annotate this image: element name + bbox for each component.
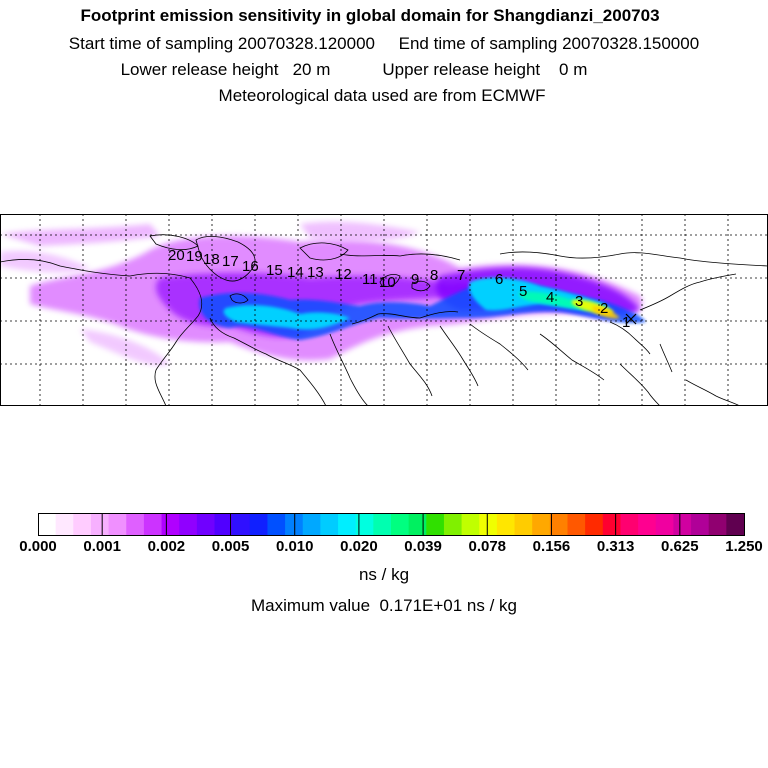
footprint-map: 1 2 3 4 5 6 7 8 9 10 11 12 13 14 15 16 1… <box>0 214 768 406</box>
colorbar-tick-label: 0.156 <box>532 538 571 555</box>
colorbar-cell <box>655 514 674 535</box>
trajectory-label-19: 19 <box>186 248 203 265</box>
colorbar-frame <box>38 513 745 536</box>
trajectory-labels: 1 2 3 4 5 6 7 8 9 10 11 12 13 14 15 16 1… <box>168 247 630 331</box>
colorbar-cell <box>708 514 727 535</box>
colorbar-tick-label: 0.002 <box>147 538 186 555</box>
colorbar-tick-label: 0.078 <box>468 538 507 555</box>
trajectory-label-3: 3 <box>575 293 583 310</box>
trajectory-label-12: 12 <box>335 266 352 283</box>
colorbar-tick-label: 0.313 <box>596 538 635 555</box>
colorbar-tick-label: 0.625 <box>661 538 699 555</box>
station-marker <box>625 313 637 325</box>
colorbar-cell <box>73 514 92 535</box>
colorbar-cell <box>638 514 657 535</box>
colorbar-tick-label: 1.250 <box>725 538 763 555</box>
sampling-time-line: Start time of sampling 20070328.120000 E… <box>68 34 700 53</box>
colorbar-cell <box>267 514 286 535</box>
colorbar-cell <box>691 514 710 535</box>
trajectory-label-14: 14 <box>287 264 304 281</box>
colorbar-tick-label: 0.010 <box>275 538 314 555</box>
colorbar-cell <box>285 514 304 535</box>
colorbar-cell <box>143 514 163 535</box>
colorbar-cell <box>532 514 551 535</box>
trajectory-label-2: 2 <box>600 300 608 317</box>
meteo-source-line: Meteorological data used are from ECMWF <box>218 86 546 105</box>
colorbar-cell <box>55 514 74 535</box>
colorbar-cell <box>232 514 251 535</box>
colorbar-units: ns / kg <box>358 565 410 584</box>
colorbar-dividers <box>101 514 681 535</box>
colorbar-tick-label: 0.020 <box>340 538 378 555</box>
colorbar-cell <box>496 514 516 535</box>
colorbar-cells <box>38 514 745 535</box>
colorbar <box>38 513 745 536</box>
lat-lon-grid <box>0 214 768 406</box>
maximum-value: Maximum value 0.171E+01 ns / kg <box>251 596 517 615</box>
colorbar-cell <box>408 514 427 535</box>
colorbar-cell <box>90 514 110 535</box>
colorbar-cell <box>179 514 198 535</box>
colorbar-cell <box>443 514 463 535</box>
colorbar-cell <box>514 514 533 535</box>
trajectory-label-15: 15 <box>266 262 283 279</box>
colorbar-cell <box>126 514 145 535</box>
trajectory-label-4: 4 <box>546 289 554 306</box>
trajectory-label-6: 6 <box>495 271 503 288</box>
colorbar-cell <box>426 514 445 535</box>
colorbar-cell <box>249 514 269 535</box>
colorbar-cell <box>214 514 233 535</box>
trajectory-label-11: 11 <box>362 271 378 288</box>
colorbar-cell <box>355 514 374 535</box>
trajectory-label-17: 17 <box>222 253 239 270</box>
colorbar-cell <box>161 514 180 535</box>
colorbar-cell <box>196 514 216 535</box>
colorbar-cell <box>108 514 127 535</box>
trajectory-label-13: 13 <box>307 264 324 281</box>
trajectory-label-5: 5 <box>519 283 527 300</box>
colorbar-cell <box>479 514 498 535</box>
plot-title: Footprint emission sensitivity in global… <box>80 6 660 25</box>
colorbar-cell <box>461 514 480 535</box>
colorbar-cell <box>585 514 604 535</box>
colorbar-tick-label: 0.039 <box>404 538 442 555</box>
trajectory-label-18: 18 <box>203 251 220 268</box>
colorbar-cell <box>602 514 622 535</box>
colorbar-tick-label: 0.005 <box>211 538 250 555</box>
colorbar-cell <box>726 514 745 535</box>
trajectory-label-16: 16 <box>242 258 259 275</box>
colorbar-cell <box>302 514 321 535</box>
colorbar-cell <box>567 514 586 535</box>
release-height-line: Lower release height 20 m Upper release … <box>120 60 588 79</box>
colorbar-cell <box>338 514 357 535</box>
colorbar-tick-label: 0.000 <box>19 538 57 555</box>
colorbar-cell <box>673 514 692 535</box>
colorbar-tick-label: 0.001 <box>83 538 121 555</box>
trajectory-label-1: 1 <box>622 314 630 331</box>
colorbar-cell <box>320 514 339 535</box>
colorbar-cell <box>620 514 639 535</box>
trajectory-label-20: 20 <box>168 247 185 264</box>
trajectory-label-7: 7 <box>457 267 465 284</box>
colorbar-cell <box>38 514 57 535</box>
trajectory-label-10: 10 <box>379 274 396 291</box>
colorbar-cell <box>373 514 392 535</box>
colorbar-cell <box>391 514 410 535</box>
trajectory-label-9: 9 <box>411 271 419 288</box>
trajectory-label-8: 8 <box>430 267 438 284</box>
colorbar-cell <box>549 514 569 535</box>
